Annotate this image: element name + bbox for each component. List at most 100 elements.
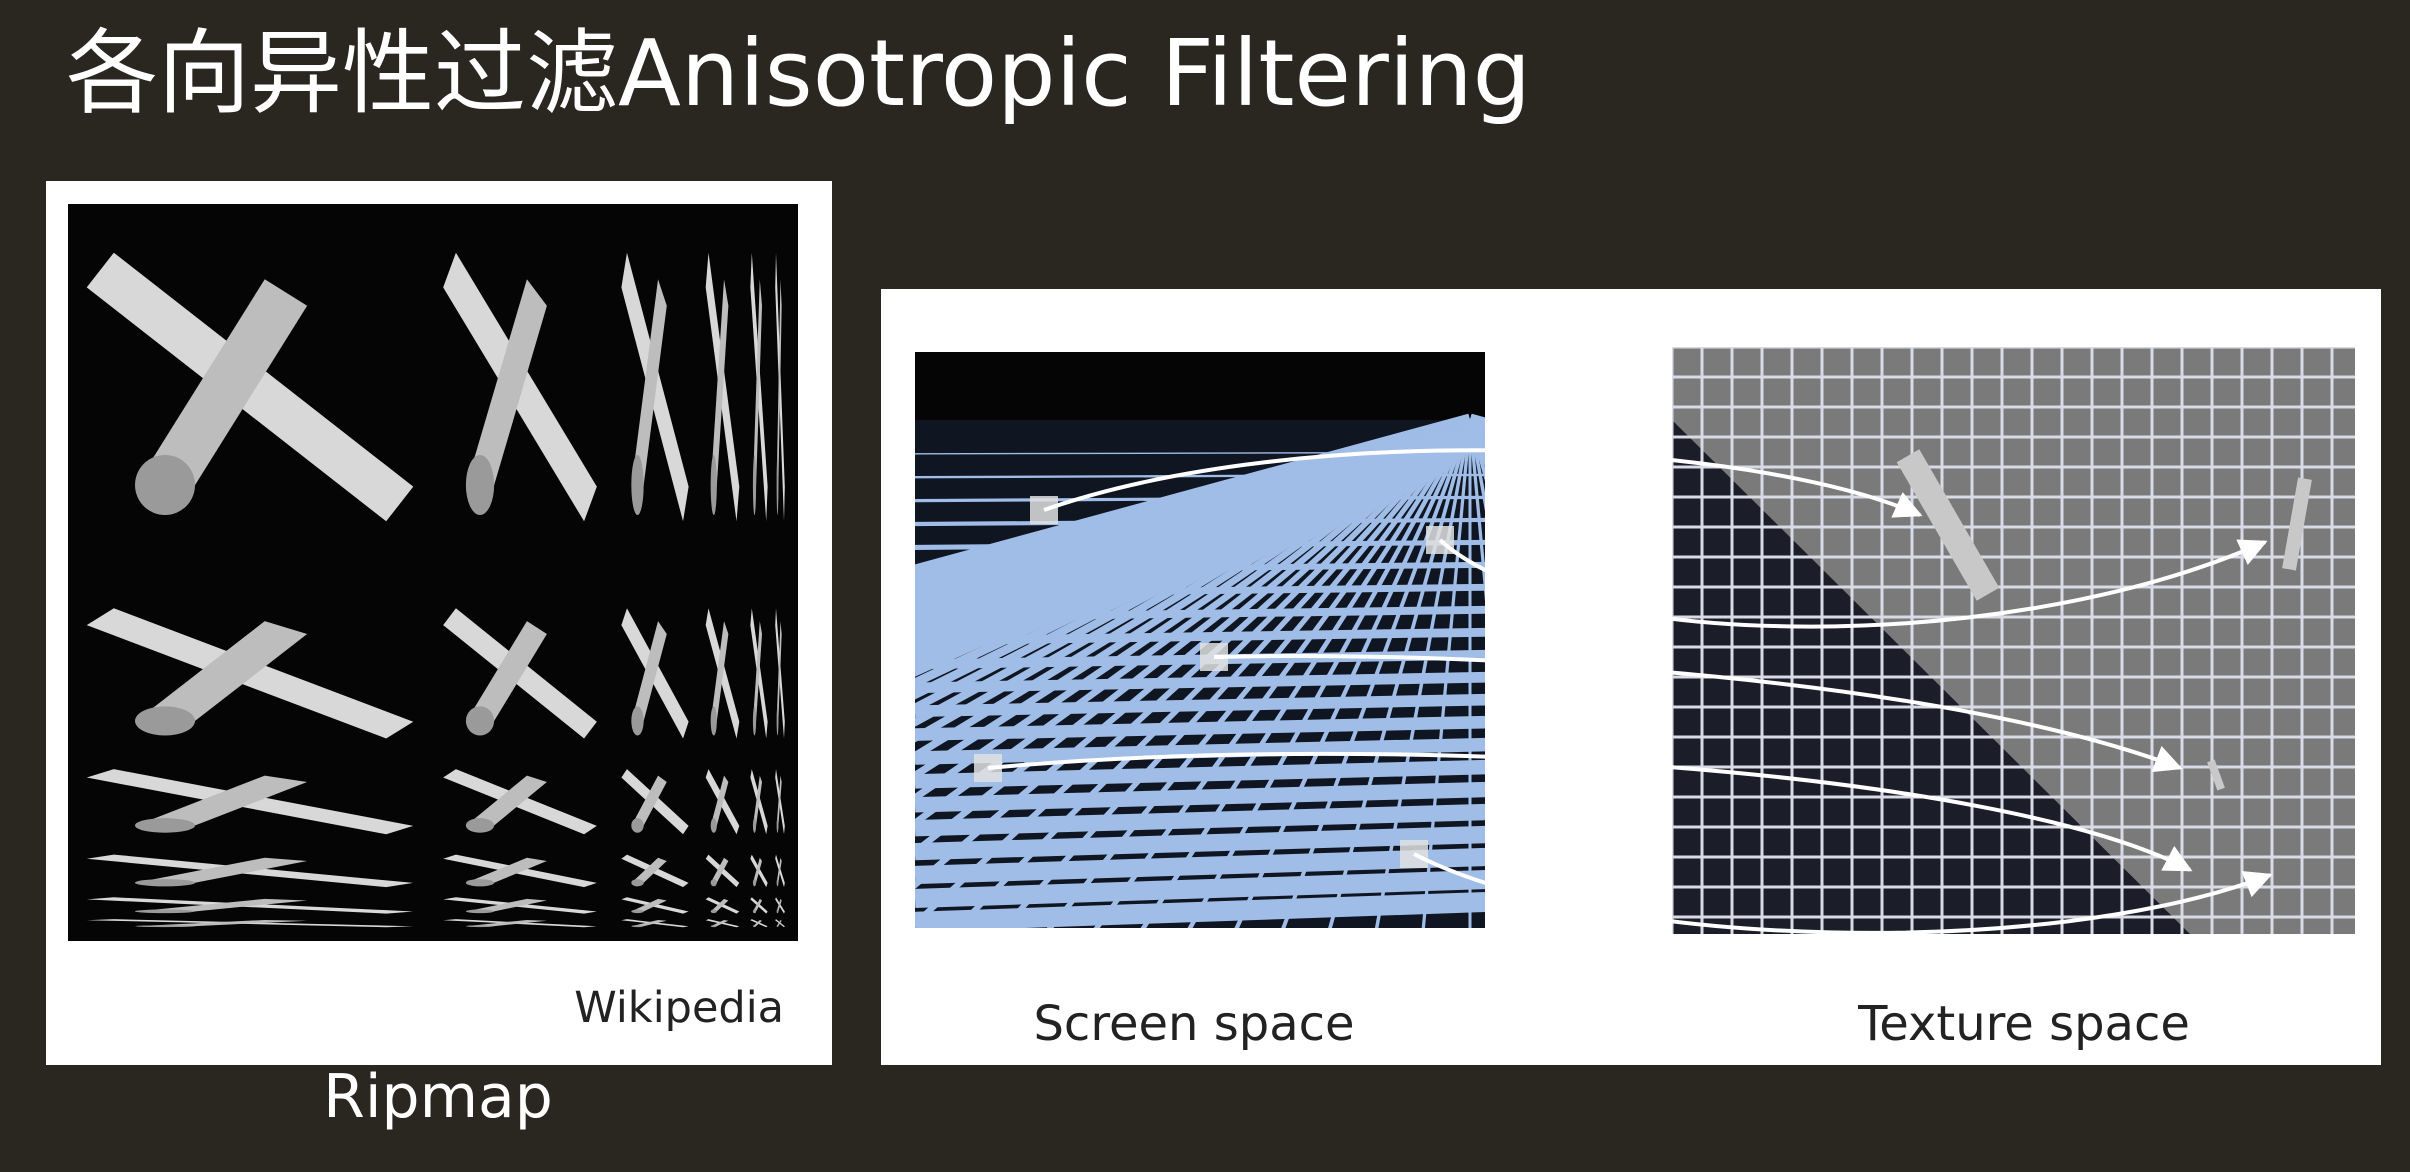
- satellite: [621, 252, 689, 522]
- grid-row: [915, 891, 1485, 928]
- satellite-body: [469, 898, 547, 913]
- module: [710, 818, 717, 833]
- satellite: [443, 897, 597, 914]
- satellite: [705, 252, 740, 522]
- module: [135, 455, 195, 515]
- satellite-body: [711, 279, 729, 501]
- satellite: [86, 769, 414, 835]
- grid-ray: [915, 416, 1472, 700]
- satellite-body: [776, 775, 782, 830]
- satellite-body: [753, 898, 763, 913]
- satellite-body: [632, 919, 667, 927]
- satellite-body: [632, 279, 667, 501]
- satellite: [443, 854, 597, 888]
- satellite-body: [469, 775, 547, 830]
- satellite: [705, 608, 740, 739]
- module: [710, 909, 717, 914]
- grid-ray: [915, 417, 1472, 802]
- mapping-arrows: [987, 448, 2273, 935]
- satellite-body: [469, 919, 547, 927]
- satellite: [750, 854, 768, 888]
- satellite: [621, 854, 689, 888]
- satellite-body: [776, 279, 782, 501]
- satellite: [443, 608, 597, 739]
- satellite-body: [142, 279, 308, 501]
- satellite: [775, 252, 785, 522]
- grid-ray: [915, 417, 1473, 928]
- satellite-body: [632, 621, 667, 729]
- module: [710, 879, 717, 887]
- grid-ray: [915, 416, 1472, 780]
- grid-ray: [915, 416, 1472, 761]
- satellite: [621, 919, 689, 928]
- satellite-body: [711, 898, 729, 913]
- module: [465, 706, 495, 736]
- module: [465, 909, 495, 914]
- satellite-body: [711, 775, 729, 830]
- grid-row: [915, 649, 1485, 670]
- satellite: [621, 769, 689, 835]
- module: [135, 706, 195, 736]
- satellite-body: [469, 857, 547, 885]
- satellite: [750, 897, 768, 914]
- satellite-body: [753, 857, 763, 885]
- grid-ray: [915, 415, 1472, 658]
- module: [752, 909, 757, 914]
- satellite: [443, 919, 597, 928]
- module: [752, 706, 757, 736]
- module: [776, 925, 779, 928]
- grid-row: [915, 605, 1485, 622]
- grid-ray: [915, 415, 1472, 677]
- grid-row: [915, 561, 1485, 574]
- module: [631, 909, 644, 914]
- satellite: [705, 854, 740, 888]
- module: [631, 455, 644, 515]
- grid-ray: [915, 416, 1472, 743]
- grid-row: [915, 781, 1485, 813]
- satellite-body: [776, 621, 782, 729]
- module: [631, 925, 644, 928]
- arrow: [1043, 448, 1923, 518]
- module: [776, 818, 779, 833]
- arrow: [1213, 654, 2183, 773]
- satellite: [775, 769, 785, 835]
- satellite-body: [711, 621, 729, 729]
- module: [776, 879, 779, 887]
- grid-row: [915, 759, 1485, 789]
- satellite-body: [142, 857, 308, 885]
- satellite-body: [711, 857, 729, 885]
- satellite: [750, 919, 768, 928]
- module: [710, 925, 717, 928]
- satellite: [750, 769, 768, 835]
- screen-label: Screen space: [1033, 996, 1354, 1052]
- arrow: [1438, 538, 2268, 629]
- caption: Ripmap: [323, 1062, 553, 1132]
- grid-ray: [915, 415, 1472, 650]
- module: [776, 706, 779, 736]
- perspective-grid: [915, 352, 1485, 928]
- satellite: [86, 608, 414, 739]
- satellite: [86, 252, 414, 522]
- satellite: [775, 854, 785, 888]
- aniso-footprint: [2282, 477, 2312, 571]
- grid-ray: [915, 417, 1472, 856]
- module: [710, 455, 717, 515]
- satellite: [443, 252, 597, 522]
- module: [776, 455, 779, 515]
- satellite: [621, 608, 689, 739]
- texture-grid: [1672, 347, 2355, 934]
- satellite: [775, 919, 785, 928]
- satellite: [775, 897, 785, 914]
- satellite: [750, 608, 768, 739]
- grid-ray: [915, 417, 1473, 889]
- module: [710, 706, 717, 736]
- satellite-body: [632, 775, 667, 830]
- aniso-footprint: [1896, 449, 2000, 601]
- module: [631, 879, 644, 887]
- satellite: [750, 252, 768, 522]
- grid-row: [915, 693, 1485, 718]
- satellite-body: [711, 919, 729, 927]
- grid-ray: [915, 415, 1472, 628]
- module: [135, 909, 195, 914]
